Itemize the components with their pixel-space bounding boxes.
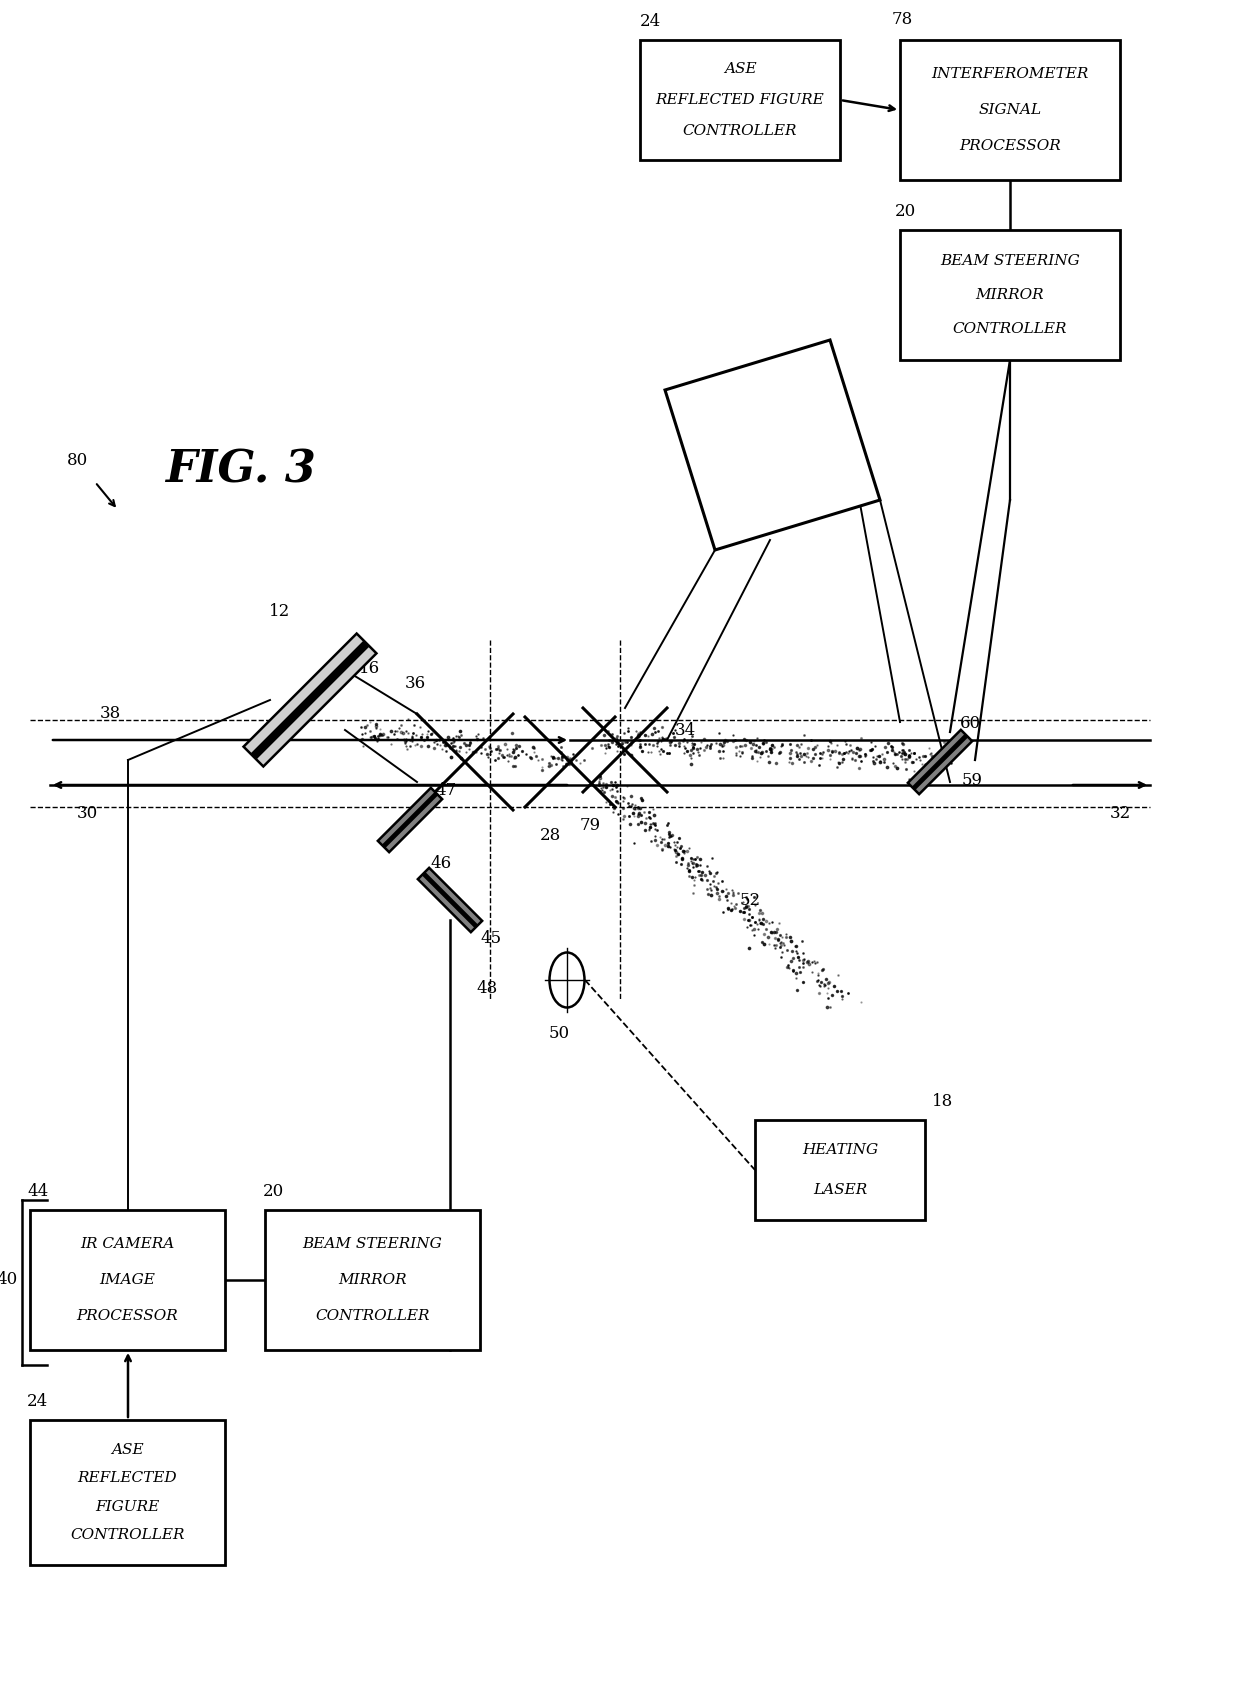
Text: MIRROR: MIRROR bbox=[976, 289, 1044, 302]
Text: 52: 52 bbox=[740, 891, 761, 908]
Text: BEAM STEERING: BEAM STEERING bbox=[303, 1236, 443, 1251]
Text: 16: 16 bbox=[358, 661, 379, 678]
Text: 30: 30 bbox=[77, 805, 98, 822]
Text: 46: 46 bbox=[430, 856, 451, 873]
Text: LASER: LASER bbox=[813, 1182, 867, 1197]
Text: INTERFEROMETER: INTERFEROMETER bbox=[931, 66, 1089, 80]
Text: MIRROR: MIRROR bbox=[339, 1274, 407, 1287]
Bar bbox=[900, 229, 1120, 360]
Text: 78: 78 bbox=[892, 10, 913, 27]
Text: 44: 44 bbox=[27, 1184, 48, 1200]
Text: 50: 50 bbox=[548, 1026, 569, 1043]
Polygon shape bbox=[665, 340, 880, 550]
Text: FIG. 3: FIG. 3 bbox=[165, 448, 316, 491]
Text: 18: 18 bbox=[932, 1094, 954, 1110]
Polygon shape bbox=[908, 730, 972, 795]
Polygon shape bbox=[911, 734, 968, 790]
Bar bbox=[265, 1211, 480, 1350]
Text: 47: 47 bbox=[435, 781, 456, 798]
Text: 60: 60 bbox=[960, 715, 981, 732]
Text: REFLECTED FIGURE: REFLECTED FIGURE bbox=[656, 93, 825, 107]
Text: CONTROLLER: CONTROLLER bbox=[952, 323, 1068, 336]
Bar bbox=[900, 41, 1120, 180]
Bar bbox=[755, 1121, 925, 1219]
Text: PROCESSOR: PROCESSOR bbox=[959, 139, 1061, 153]
Polygon shape bbox=[250, 640, 370, 759]
Text: SIGNAL: SIGNAL bbox=[978, 104, 1042, 117]
Text: 79: 79 bbox=[579, 817, 600, 834]
Polygon shape bbox=[422, 871, 479, 929]
Text: 45: 45 bbox=[480, 931, 501, 947]
Text: IR CAMERA: IR CAMERA bbox=[81, 1236, 175, 1251]
Text: 24: 24 bbox=[640, 14, 661, 31]
Bar bbox=[30, 1211, 224, 1350]
Text: 28: 28 bbox=[539, 827, 560, 844]
Polygon shape bbox=[378, 788, 443, 852]
Polygon shape bbox=[382, 791, 438, 849]
Text: ASE: ASE bbox=[724, 61, 756, 76]
Text: BEAM STEERING: BEAM STEERING bbox=[940, 255, 1080, 268]
Text: CONTROLLER: CONTROLLER bbox=[683, 124, 797, 138]
Text: 32: 32 bbox=[1110, 805, 1131, 822]
Text: ASE: ASE bbox=[112, 1443, 144, 1457]
Polygon shape bbox=[243, 633, 377, 766]
Bar bbox=[30, 1420, 224, 1566]
Text: 20: 20 bbox=[895, 204, 916, 221]
Text: 74: 74 bbox=[701, 430, 722, 447]
Text: 48: 48 bbox=[476, 980, 497, 997]
Text: PROCESSOR: PROCESSOR bbox=[77, 1309, 179, 1323]
Text: IMAGE: IMAGE bbox=[99, 1274, 155, 1287]
Text: 20: 20 bbox=[263, 1184, 284, 1200]
Text: REFLECTED: REFLECTED bbox=[78, 1472, 177, 1486]
Text: 36: 36 bbox=[404, 676, 425, 693]
Text: 38: 38 bbox=[99, 705, 120, 722]
Text: CONTROLLER: CONTROLLER bbox=[71, 1528, 185, 1542]
Text: CONTROLLER: CONTROLLER bbox=[315, 1309, 430, 1323]
Bar bbox=[640, 41, 839, 160]
Text: 24: 24 bbox=[27, 1392, 48, 1409]
Polygon shape bbox=[418, 868, 482, 932]
Text: 34: 34 bbox=[675, 722, 696, 739]
Text: FIGURE: FIGURE bbox=[95, 1499, 160, 1513]
Text: 40: 40 bbox=[0, 1272, 19, 1289]
Text: 80: 80 bbox=[67, 452, 88, 469]
Text: HEATING: HEATING bbox=[802, 1143, 878, 1158]
Text: 12: 12 bbox=[269, 603, 290, 620]
Text: 59: 59 bbox=[962, 773, 983, 790]
